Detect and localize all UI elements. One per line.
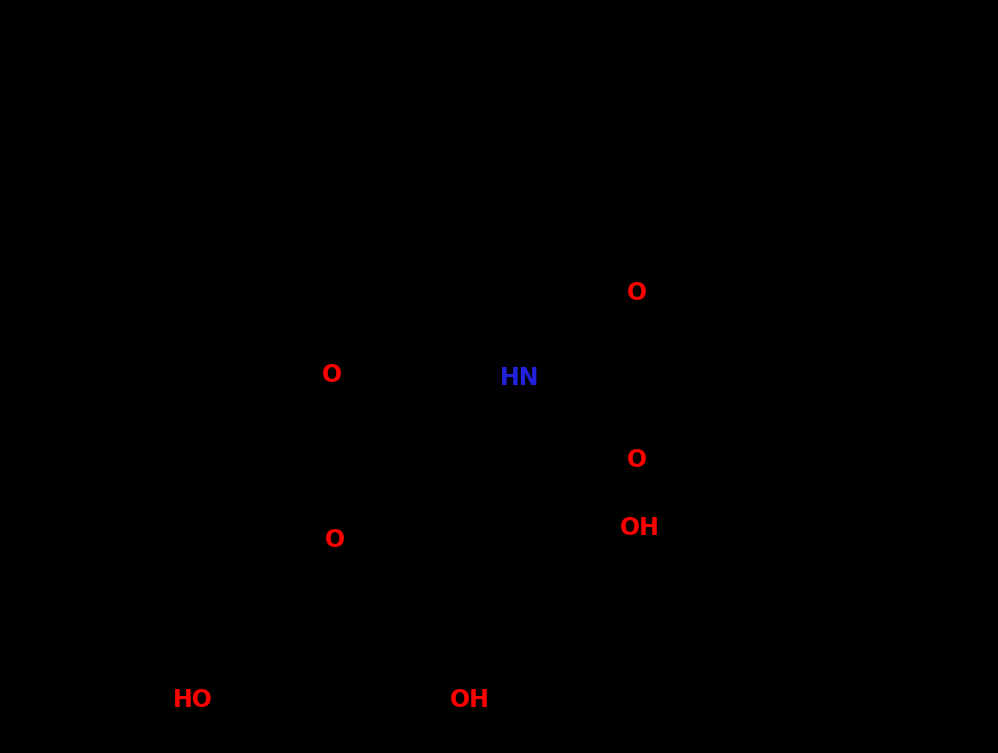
Text: OH: OH — [450, 688, 490, 712]
Text: O: O — [627, 281, 647, 305]
Text: O: O — [322, 363, 342, 387]
Text: HO: HO — [173, 688, 213, 712]
Text: HN: HN — [500, 366, 540, 390]
Text: O: O — [627, 448, 647, 472]
Text: O: O — [325, 528, 345, 552]
Text: OH: OH — [620, 516, 660, 540]
